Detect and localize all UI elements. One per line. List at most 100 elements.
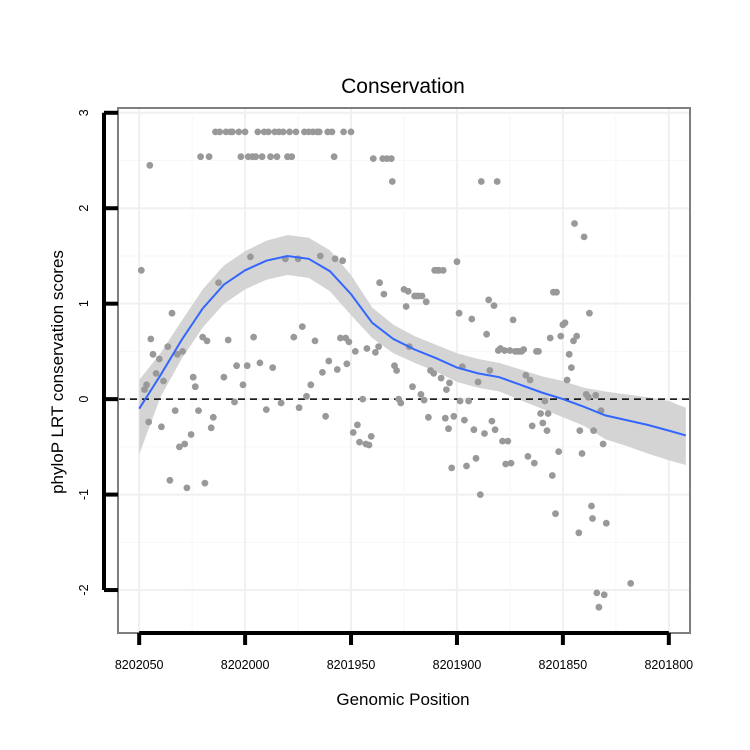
data-point-203 (568, 364, 575, 371)
data-point-196 (553, 288, 560, 296)
data-point-2 (143, 381, 151, 389)
data-point-71 (295, 404, 303, 412)
data-point-21 (189, 373, 197, 381)
data-point-83 (322, 412, 329, 420)
data-point-204 (570, 337, 577, 345)
chart-title: Conservation (341, 75, 465, 98)
data-point-41 (235, 128, 243, 136)
data-point-96 (347, 128, 355, 136)
y-tick-label-3: 1 (77, 300, 91, 307)
data-point-100 (356, 438, 363, 446)
data-point-223 (602, 519, 610, 527)
data-point-36 (224, 336, 232, 344)
data-point-43 (239, 381, 247, 389)
data-point-150 (463, 462, 470, 470)
data-point-8 (155, 355, 163, 363)
data-point-103 (363, 345, 371, 352)
data-point-159 (483, 330, 490, 338)
data-point-224 (627, 580, 635, 587)
data-point-179 (520, 346, 528, 353)
data-point-218 (593, 589, 601, 597)
data-point-105 (367, 433, 375, 440)
data-point-104 (365, 441, 373, 449)
x-tick-label-3: 8201900 (433, 658, 482, 672)
data-point-56 (265, 128, 272, 136)
data-point-39 (231, 398, 238, 406)
confidence-band (139, 235, 686, 465)
data-point-12 (166, 476, 174, 484)
data-point-109 (376, 279, 383, 287)
data-point-10 (160, 377, 167, 385)
data-point-197 (555, 448, 563, 455)
data-point-69 (292, 128, 300, 136)
data-point-94 (343, 360, 351, 368)
data-point-17 (179, 348, 187, 355)
data-point-184 (530, 459, 538, 467)
data-point-133 (430, 370, 438, 377)
data-point-121 (404, 287, 412, 295)
data-point-216 (590, 427, 597, 434)
data-point-52 (256, 359, 264, 367)
data-point-92 (340, 128, 347, 136)
data-point-95 (345, 338, 353, 346)
y-tick-label-0: -2 (77, 584, 91, 595)
data-point-108 (375, 343, 382, 350)
data-point-118 (397, 399, 405, 407)
data-point-173 (507, 459, 515, 467)
data-point-40 (233, 362, 241, 370)
data-point-101 (359, 395, 367, 403)
data-point-123 (409, 383, 416, 391)
data-point-89 (333, 366, 341, 373)
data-point-198 (557, 332, 565, 340)
data-point-164 (491, 426, 499, 434)
data-point-3 (145, 418, 153, 426)
data-point-7 (152, 370, 160, 377)
data-point-76 (307, 381, 315, 389)
data-point-189 (541, 397, 549, 405)
data-point-11 (164, 343, 172, 350)
y-tick-label-2: 0 (77, 396, 91, 403)
data-point-147 (456, 397, 464, 405)
data-point-146 (455, 309, 463, 317)
data-point-192 (546, 334, 554, 342)
data-point-63 (279, 128, 287, 136)
data-point-217 (592, 391, 600, 399)
x-axis: 8202050 8202000 8201950 8201900 8201850 82018… (115, 631, 693, 672)
data-point-205 (571, 220, 578, 227)
data-point-160 (485, 296, 493, 304)
data-point-156 (476, 491, 484, 498)
data-point-162 (488, 417, 496, 425)
data-point-32 (215, 279, 223, 287)
data-point-81 (316, 252, 324, 260)
data-point-183 (528, 422, 536, 430)
data-point-74 (303, 392, 310, 400)
x-tick-label-4: 8201850 (539, 658, 588, 672)
data-point-163 (490, 302, 498, 309)
data-point-29 (207, 424, 215, 432)
data-point-9 (158, 423, 165, 431)
y-tick-label-5: 3 (77, 109, 91, 116)
data-point-168 (499, 437, 506, 445)
data-point-72 (298, 323, 306, 330)
data-point-38 (229, 128, 236, 136)
data-point-152 (468, 315, 476, 323)
x-tick-label-0: 8202050 (115, 658, 164, 672)
data-point-6 (149, 350, 157, 358)
data-point-22 (191, 383, 199, 391)
data-point-151 (465, 397, 472, 405)
data-point-16 (176, 443, 183, 451)
data-point-19 (183, 484, 191, 492)
data-point-80 (315, 128, 323, 136)
data-point-111 (380, 290, 388, 298)
grid (118, 108, 690, 633)
data-point-174 (509, 316, 517, 324)
data-point-87 (330, 153, 338, 161)
data-point-49 (250, 333, 257, 341)
data-point-30 (209, 413, 217, 421)
x-axis-label: Genomic Position (336, 690, 469, 709)
data-point-50 (252, 153, 260, 161)
data-point-158 (481, 430, 488, 437)
data-point-145 (453, 258, 461, 266)
